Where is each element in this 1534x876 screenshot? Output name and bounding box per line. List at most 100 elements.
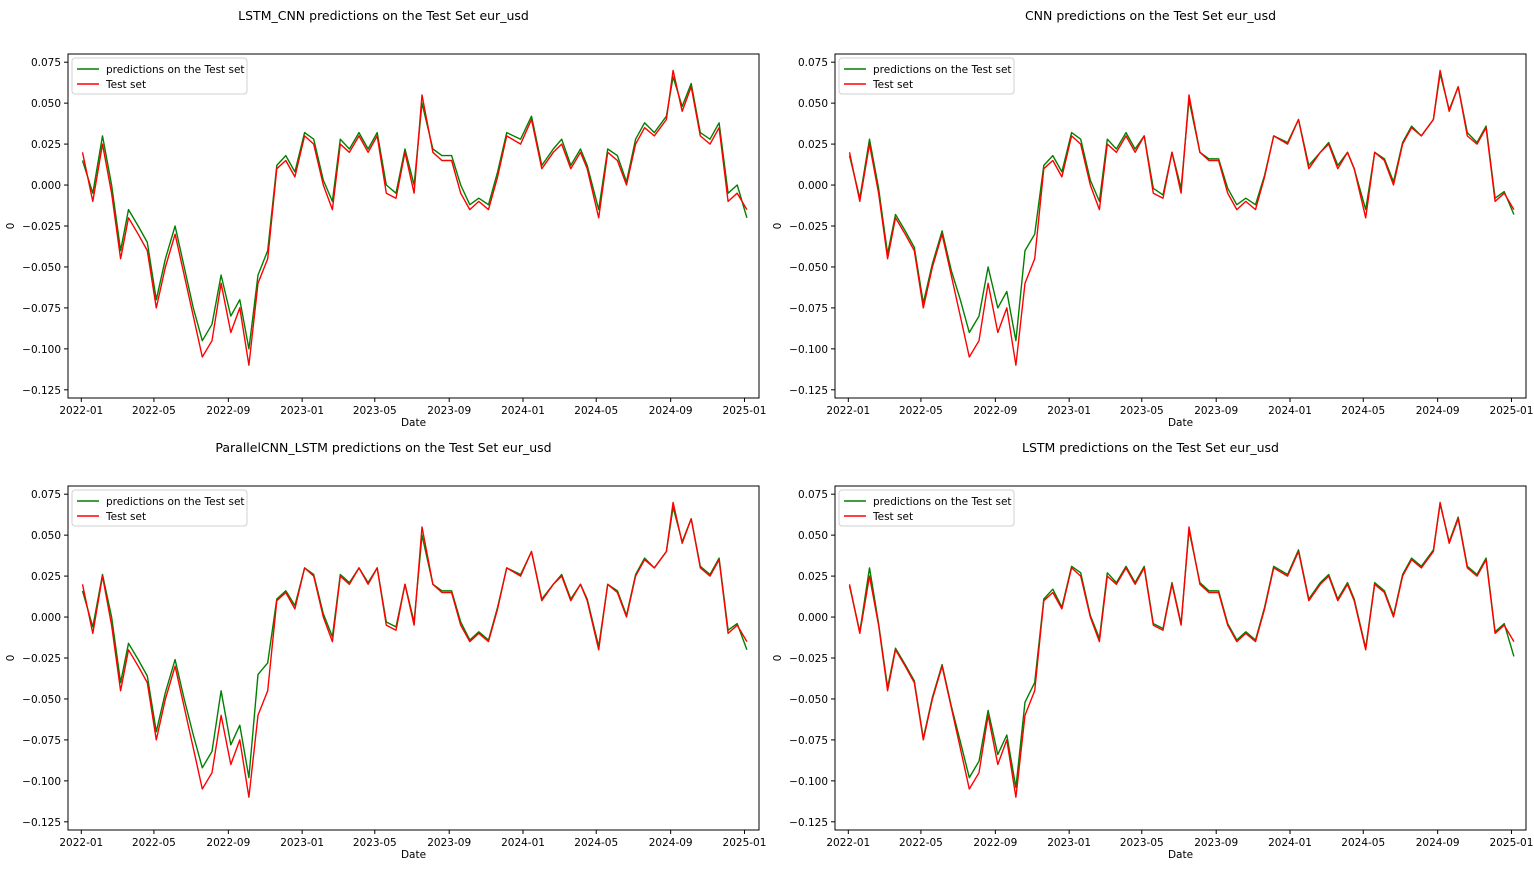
- y-tick-label: 0.025: [798, 139, 828, 151]
- y-tick-label: 0.050: [31, 98, 61, 110]
- x-tick-label: 2023-09: [427, 837, 471, 849]
- x-axis-label: Date: [401, 417, 426, 429]
- legend-box: [71, 489, 248, 527]
- legend: predictions on the Test set Test set: [71, 57, 248, 95]
- x-tick-label: 2024-09: [649, 405, 693, 417]
- x-tick-label: 2024-09: [649, 837, 693, 849]
- chart-panel-parallelcnn-lstm: ParallelCNN_LSTM predictions on the Test…: [0, 432, 767, 868]
- series-line-test-set: [848, 501, 1515, 798]
- y-tick-label: 0.050: [798, 98, 828, 110]
- x-tick-label: 2025-01: [723, 405, 767, 417]
- y-tick-label: −0.025: [22, 653, 61, 665]
- x-tick-label: 2022-05: [132, 837, 176, 849]
- y-tick-label: 0.075: [798, 57, 828, 69]
- x-tick-label: 2022-05: [899, 405, 943, 417]
- x-tick-label: 2023-09: [1194, 405, 1238, 417]
- chart-svg: ParallelCNN_LSTM predictions on the Test…: [5, 440, 767, 861]
- x-tick-label: 2024-01: [501, 837, 545, 849]
- y-axis-label: 0: [772, 655, 784, 662]
- chart-svg: CNN predictions on the Test Set eur_usd 0…: [772, 8, 1534, 429]
- x-tick-label: 2023-09: [427, 405, 471, 417]
- y-tick-label: 0.075: [31, 57, 61, 69]
- y-tick-label: −0.025: [789, 653, 828, 665]
- legend-box: [71, 57, 248, 95]
- x-tick-label: 2022-09: [206, 405, 250, 417]
- y-tick-label: 0.075: [798, 489, 828, 501]
- x-tick-label: 2023-01: [280, 837, 324, 849]
- legend-label: Test set: [105, 79, 146, 91]
- x-tick-label: 2024-09: [1416, 405, 1460, 417]
- x-tick-label: 2024-01: [501, 405, 545, 417]
- x-tick-label: 2024-05: [574, 405, 618, 417]
- x-tick-label: 2022-05: [132, 405, 176, 417]
- x-tick-label: 2023-01: [280, 405, 324, 417]
- legend: predictions on the Test set Test set: [838, 57, 1015, 95]
- y-tick-label: −0.125: [789, 385, 828, 397]
- x-tick-label: 2024-05: [574, 837, 618, 849]
- x-tick-label: 2022-01: [59, 405, 103, 417]
- chart-svg: LSTM_CNN predictions on the Test Set eur…: [5, 8, 767, 429]
- x-tick-label: 2022-05: [899, 837, 943, 849]
- chart-title: LSTM predictions on the Test Set eur_usd: [1022, 440, 1279, 455]
- x-tick-label: 2025-01: [1490, 405, 1534, 417]
- x-tick-label: 2023-05: [353, 837, 397, 849]
- y-axis-label: 0: [5, 223, 17, 230]
- plot-frame: [67, 53, 760, 399]
- y-tick-label: −0.125: [789, 817, 828, 829]
- y-tick-label: −0.100: [789, 344, 828, 356]
- series-line-test-set: [81, 501, 748, 798]
- y-tick-label: −0.100: [789, 776, 828, 788]
- y-tick-label: −0.125: [22, 817, 61, 829]
- legend-label: predictions on the Test set: [106, 496, 245, 508]
- x-tick-label: 2025-01: [1490, 837, 1534, 849]
- y-tick-label: −0.050: [22, 694, 61, 706]
- series-line-predictions: [81, 506, 748, 779]
- y-tick-label: −0.125: [22, 385, 61, 397]
- y-tick-label: −0.100: [22, 344, 61, 356]
- x-tick-label: 2022-09: [206, 837, 250, 849]
- y-tick-label: −0.025: [789, 221, 828, 233]
- y-tick-label: −0.075: [789, 303, 828, 315]
- legend-label: Test set: [872, 511, 913, 523]
- x-axis-label: Date: [401, 849, 426, 861]
- y-tick-label: 0.050: [798, 530, 828, 542]
- plot-frame: [834, 485, 1527, 831]
- y-tick-label: 0.025: [798, 571, 828, 583]
- x-tick-label: 2022-01: [826, 837, 870, 849]
- series-line-predictions: [848, 503, 1515, 789]
- chart-panel-lstm: LSTM predictions on the Test Set eur_usd…: [767, 432, 1534, 868]
- x-tick-label: 2025-01: [723, 837, 767, 849]
- legend-label: predictions on the Test set: [873, 496, 1012, 508]
- legend-label: predictions on the Test set: [873, 64, 1012, 76]
- y-tick-label: 0.025: [31, 571, 61, 583]
- x-tick-label: 2023-09: [1194, 837, 1238, 849]
- x-tick-label: 2024-01: [1268, 837, 1312, 849]
- y-tick-label: −0.050: [22, 262, 61, 274]
- chart-svg: LSTM predictions on the Test Set eur_usd…: [772, 440, 1534, 861]
- series-line-predictions: [848, 72, 1515, 342]
- y-tick-label: −0.050: [789, 694, 828, 706]
- legend-label: predictions on the Test set: [106, 64, 245, 76]
- y-tick-label: −0.050: [789, 262, 828, 274]
- x-tick-label: 2024-05: [1341, 405, 1385, 417]
- chart-panel-lstm-cnn: LSTM_CNN predictions on the Test Set eur…: [0, 0, 767, 436]
- plot-frame: [67, 485, 760, 831]
- legend-label: Test set: [105, 511, 146, 523]
- y-tick-label: 0.000: [798, 180, 828, 192]
- x-tick-label: 2023-05: [1120, 837, 1164, 849]
- legend: predictions on the Test set Test set: [838, 489, 1015, 527]
- series-line-test-set: [848, 69, 1515, 366]
- x-tick-label: 2023-01: [1047, 837, 1091, 849]
- x-tick-label: 2022-09: [973, 405, 1017, 417]
- y-tick-label: −0.025: [22, 221, 61, 233]
- x-tick-label: 2023-01: [1047, 405, 1091, 417]
- x-tick-label: 2022-01: [59, 837, 103, 849]
- legend: predictions on the Test set Test set: [71, 489, 248, 527]
- x-tick-label: 2023-05: [1120, 405, 1164, 417]
- y-tick-label: 0.050: [31, 530, 61, 542]
- y-tick-label: 0.000: [31, 612, 61, 624]
- y-tick-label: 0.000: [31, 180, 61, 192]
- legend-box: [838, 489, 1015, 527]
- series-line-test-set: [81, 69, 748, 366]
- chart-panel-cnn: CNN predictions on the Test Set eur_usd 0…: [767, 0, 1534, 436]
